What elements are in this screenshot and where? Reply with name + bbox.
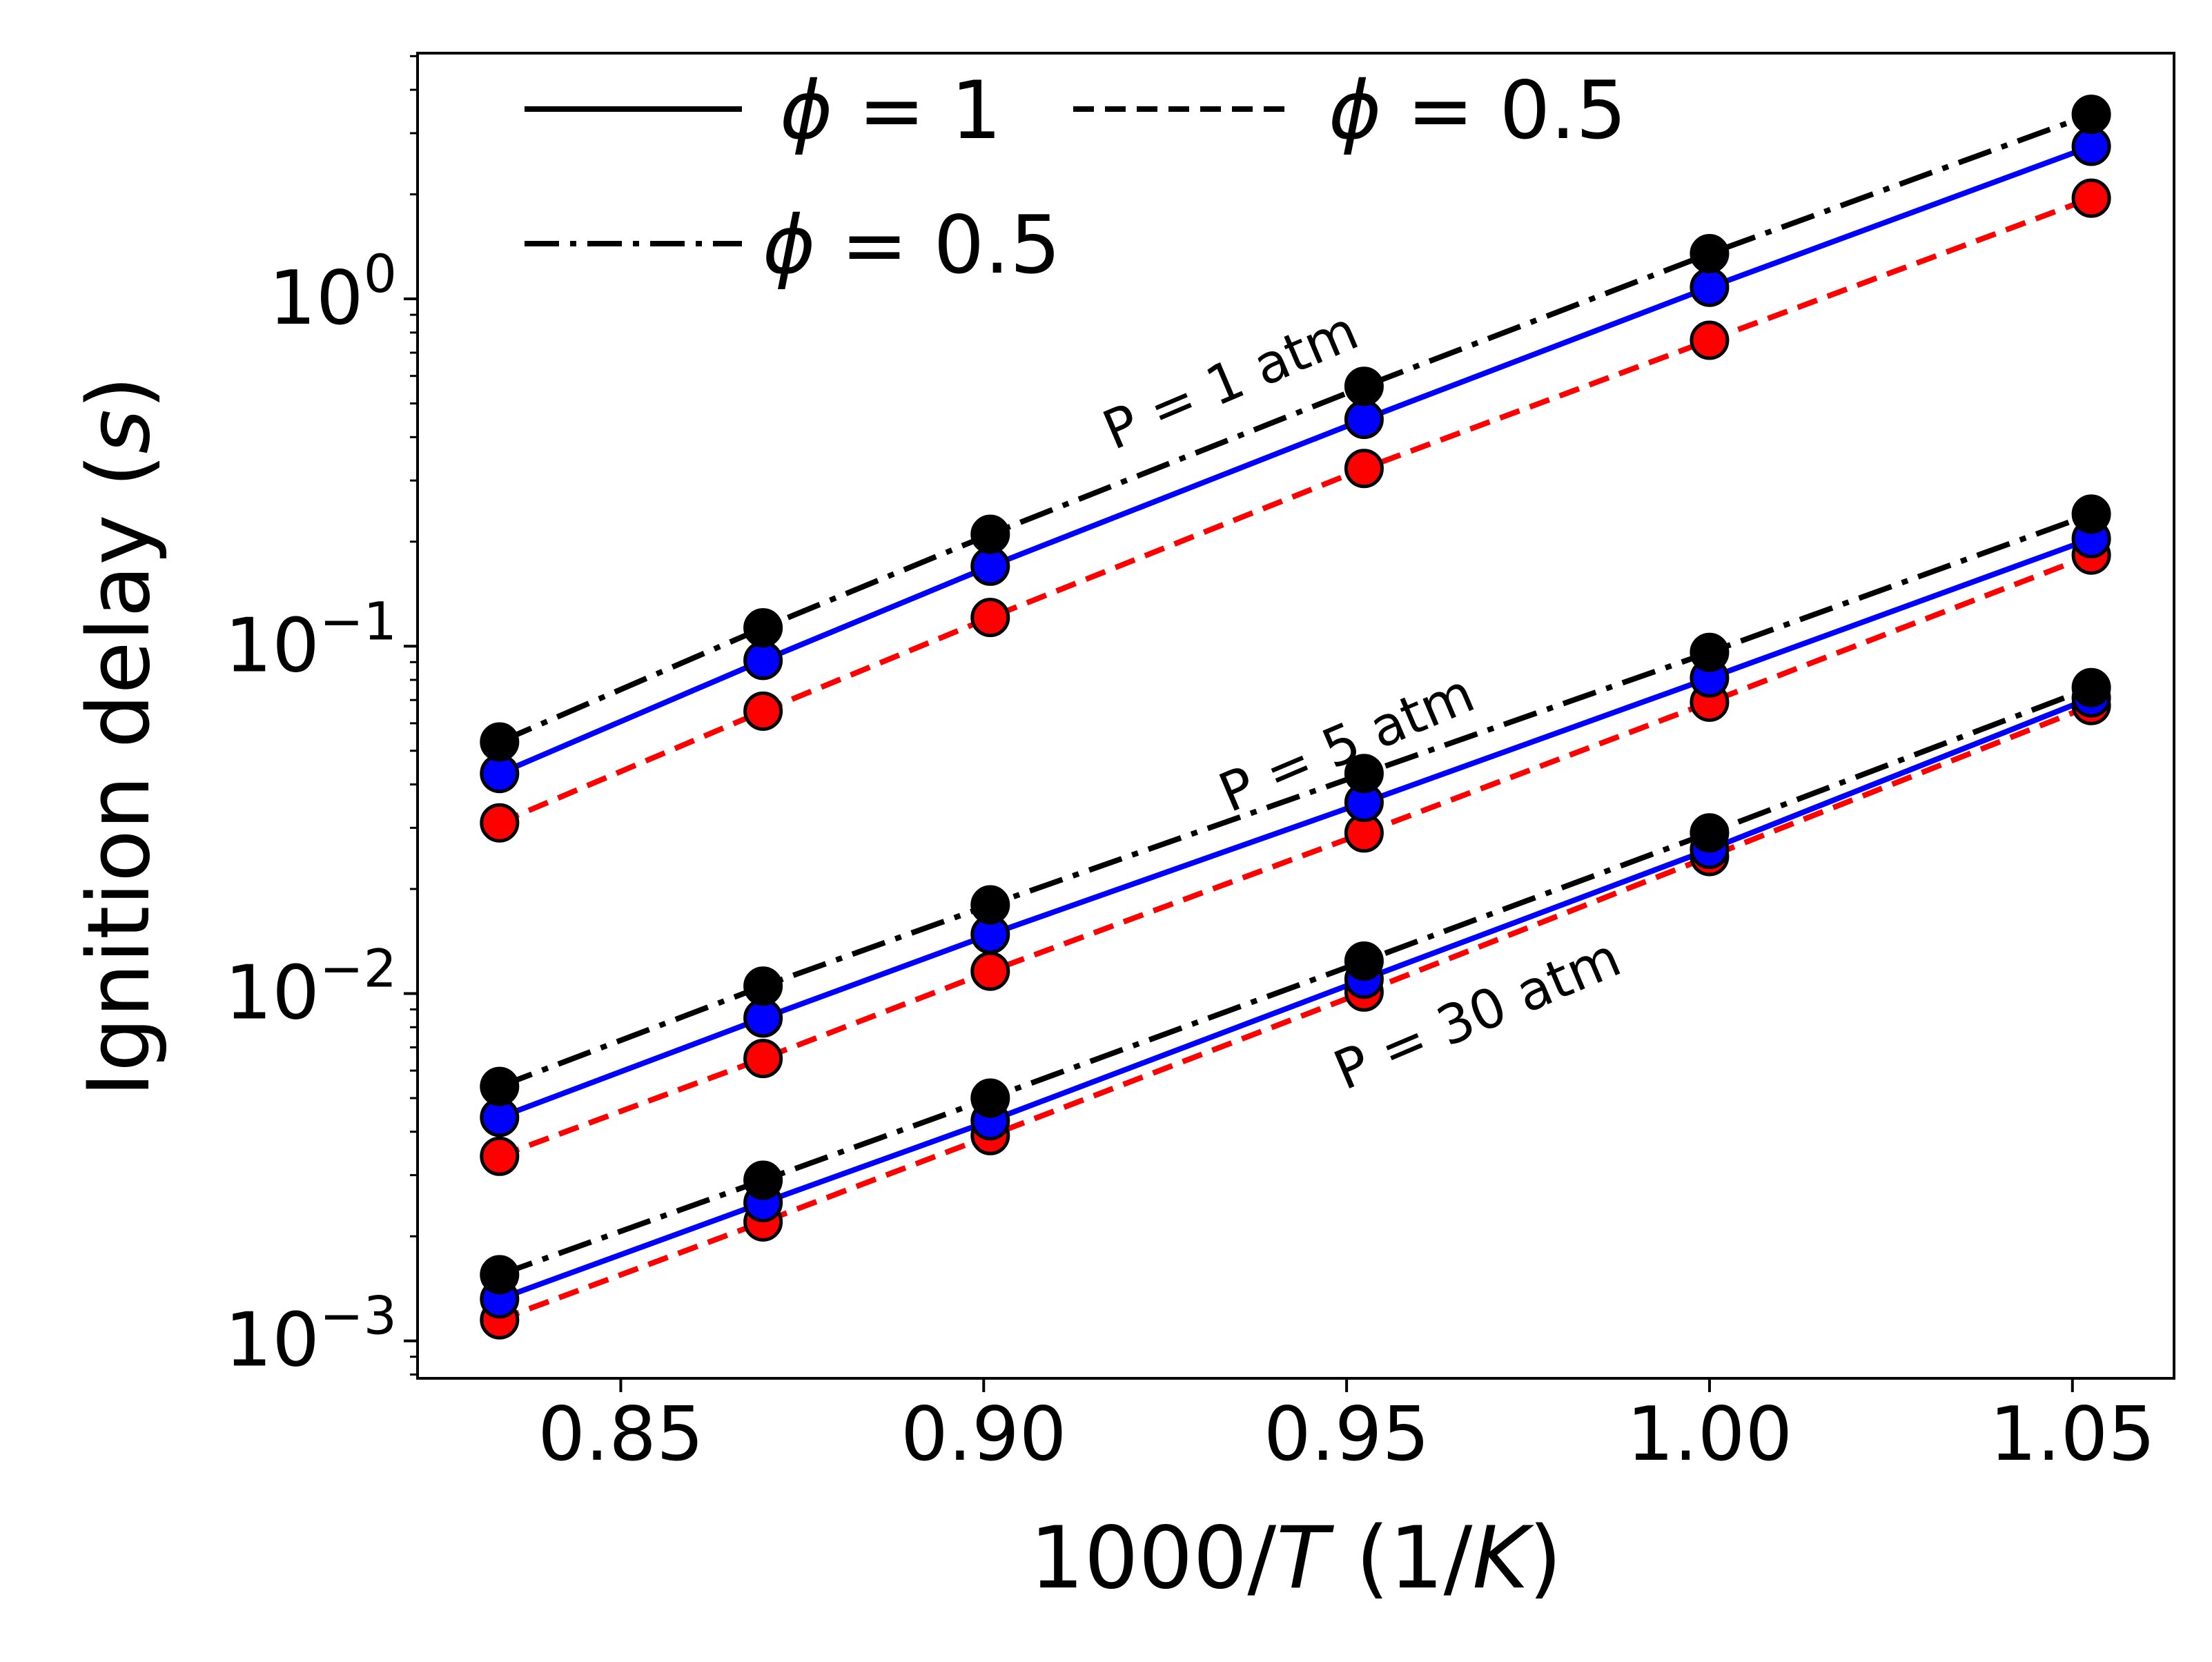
series-line-2 — [498, 195, 2093, 825]
series-line-8 — [498, 703, 2093, 1322]
data-point-1-4 — [1690, 267, 1730, 307]
legend-label-0: ϕ = 1 — [780, 64, 1001, 157]
series-line-7 — [498, 695, 2093, 1302]
data-point-0-1 — [743, 608, 783, 648]
data-point-3-0 — [480, 1066, 520, 1106]
series-line-5 — [498, 552, 2093, 1160]
x-axis-label: 1000/T (1/K) — [1030, 1509, 1562, 1608]
data-point-6-3 — [1344, 941, 1384, 981]
legend-label-2: ϕ = 0.5 — [763, 199, 1061, 292]
data-point-2-0 — [480, 803, 520, 843]
data-point-1-1 — [743, 641, 783, 681]
legend: ϕ = 1 ϕ = 0.5 ϕ = 0.5 — [525, 64, 1627, 292]
marker-layer — [480, 95, 2111, 1340]
plot-frame — [416, 52, 2175, 1380]
x-tick-label-1: 0.90 — [901, 1391, 1066, 1478]
data-point-2-3 — [1344, 449, 1384, 489]
series-line-6 — [498, 685, 2093, 1278]
y-axis-label: Ignition delay (s) — [70, 376, 169, 1097]
data-point-3-1 — [743, 966, 783, 1006]
y-tick-label-0: 100 — [268, 243, 397, 342]
data-point-0-3 — [1344, 366, 1384, 407]
axis-labels: 1000/T (1/K) Ignition delay (s) — [70, 376, 1562, 1608]
data-point-0-0 — [480, 722, 520, 762]
data-point-6-1 — [743, 1160, 783, 1200]
data-point-2-2 — [970, 598, 1010, 638]
data-point-6-2 — [970, 1078, 1010, 1118]
y-tick-label-2: 10−2 — [225, 937, 397, 1036]
data-point-2-5 — [2071, 178, 2111, 218]
data-point-5-1 — [743, 1039, 783, 1079]
series-line-1 — [498, 144, 2093, 776]
axes-layer: 0.85 0.90 0.95 1.00 1.05 100 10−1 10−2 10−3 — [225, 52, 2175, 1478]
data-point-6-0 — [480, 1255, 520, 1295]
series-layer — [498, 111, 2093, 1322]
data-point-2-4 — [1690, 320, 1730, 360]
data-point-0-4 — [1690, 234, 1730, 273]
data-point-5-0 — [480, 1136, 520, 1176]
x-tick-label-3: 1.00 — [1627, 1391, 1792, 1478]
data-point-0-5 — [2071, 95, 2111, 135]
data-point-5-2 — [970, 951, 1010, 991]
data-point-2-1 — [743, 691, 783, 731]
x-tick-label-4: 1.05 — [1990, 1391, 2155, 1478]
y-tick-label-1: 10−1 — [225, 590, 397, 689]
series-line-4 — [498, 536, 2093, 1120]
data-point-3-4 — [1690, 632, 1730, 672]
x-tick-label-0: 0.85 — [538, 1391, 703, 1478]
legend-label-1: ϕ = 0.5 — [1329, 64, 1627, 157]
data-point-3-3 — [1344, 754, 1384, 794]
data-point-6-4 — [1690, 813, 1730, 853]
data-point-3-2 — [970, 885, 1010, 925]
series-line-0 — [498, 111, 2093, 745]
x-tick-label-2: 0.95 — [1264, 1391, 1429, 1478]
series-line-3 — [498, 511, 2093, 1089]
data-point-0-2 — [970, 514, 1010, 554]
data-point-6-5 — [2071, 667, 2111, 707]
data-point-1-3 — [1344, 400, 1384, 440]
annotation-0: P = 1 atm — [1095, 300, 1367, 462]
data-point-3-5 — [2071, 494, 2111, 534]
y-tick-label-3: 10−3 — [225, 1285, 397, 1384]
